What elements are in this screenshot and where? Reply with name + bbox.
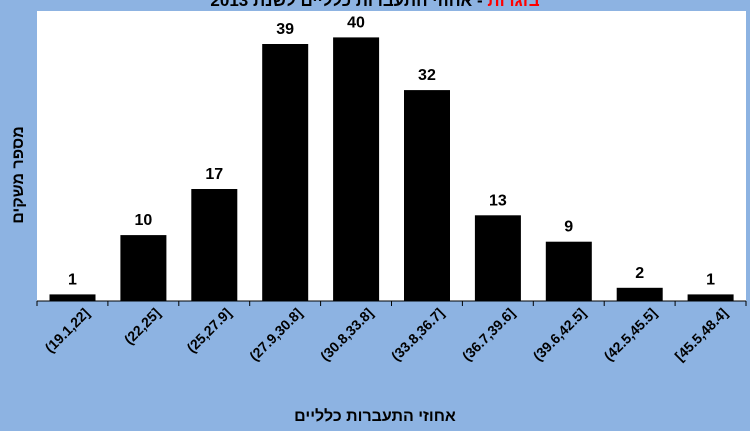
x-tick-label: (22,25]	[121, 305, 164, 348]
bar	[191, 189, 238, 301]
x-tick-label: (36.7,39.6]	[459, 305, 518, 364]
bar	[474, 215, 521, 301]
chart-title-rest: - אחוזי התעברות כלליים לשנת 2013	[210, 0, 488, 10]
x-tick-label: (27.9,30.8]	[246, 305, 305, 364]
bar-value-label: 9	[564, 219, 573, 236]
x-tick-label: [45.5,48.4]	[671, 305, 730, 364]
x-tick-label: (39.6,42.5]	[530, 305, 589, 364]
x-tick-label: (30.8,33.8]	[317, 305, 376, 364]
bar	[616, 287, 663, 301]
x-tick-label: (42.5,45.5]	[601, 305, 660, 364]
bar-value-label: 32	[418, 67, 436, 84]
bar-value-label: 39	[276, 21, 294, 38]
bar	[333, 37, 380, 302]
y-axis-label: מספר משקים	[10, 126, 27, 224]
x-tick-label: (25,27.9]	[183, 305, 234, 356]
bar	[687, 294, 734, 301]
bar-value-label: 1	[68, 271, 77, 288]
x-axis-label: אחוזי התעברות כלליים	[294, 408, 456, 425]
bar	[404, 90, 450, 301]
bar-value-label: 10	[134, 212, 152, 229]
bar-value-label: 1	[706, 271, 715, 288]
chart-title: בזגרות - אחוזי התעברות כלליים לשנת 2013	[0, 0, 750, 11]
bar	[545, 241, 592, 301]
bar-value-label: 13	[489, 192, 507, 209]
chart-title-accent: בזגרות	[487, 0, 540, 10]
bar-value-label: 17	[205, 166, 223, 183]
bar-value-label: 40	[347, 14, 365, 31]
x-tick-label: (33.8,36.7]	[388, 305, 447, 364]
bar-value-label: 2	[635, 265, 644, 282]
bar	[262, 44, 309, 301]
x-tick-label: (19.1,22]	[42, 305, 93, 356]
bar	[120, 235, 167, 301]
bar	[49, 294, 96, 301]
